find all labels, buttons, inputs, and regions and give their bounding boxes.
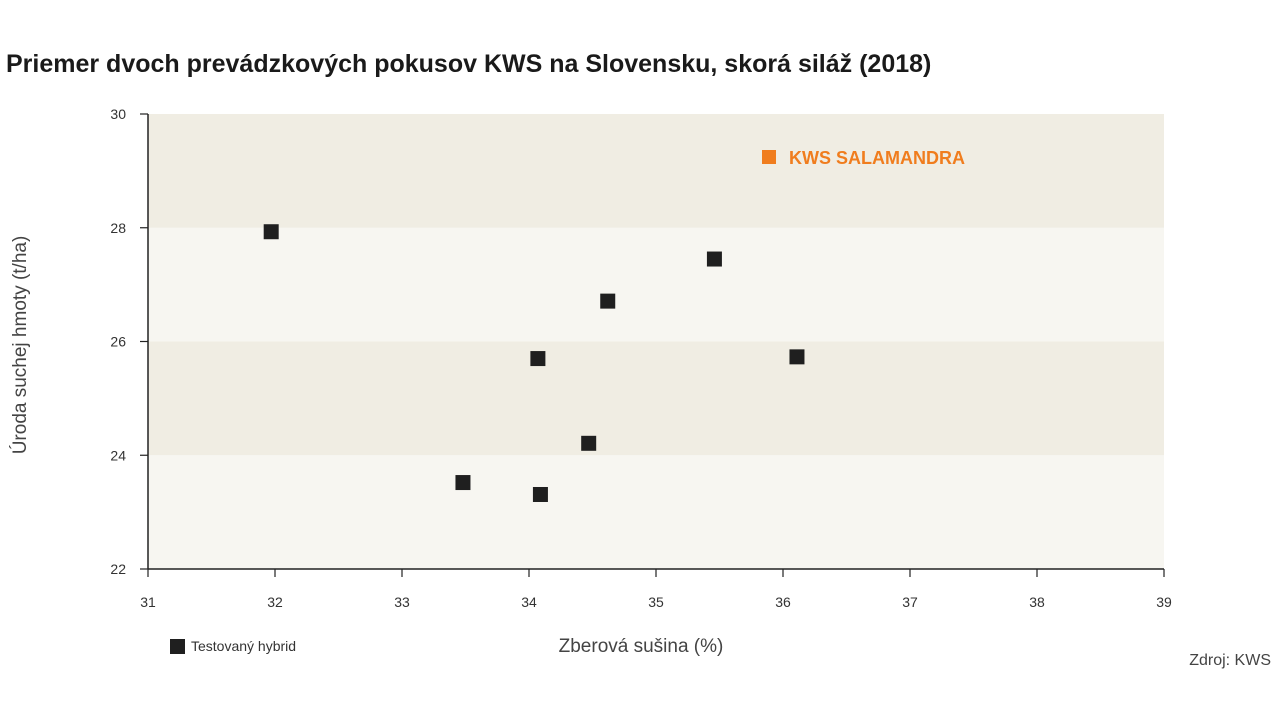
data-point — [706, 251, 722, 267]
data-point — [263, 224, 279, 240]
background-band — [148, 114, 1164, 228]
highlight-marker — [762, 150, 776, 164]
highlight-label: KWS SALAMANDRA — [789, 148, 965, 168]
data-point — [600, 293, 616, 309]
legend-swatch — [170, 638, 185, 654]
y-axis-label: Úroda suchej hmoty (t/ha) — [9, 236, 31, 455]
x-tick-label: 35 — [648, 594, 664, 610]
x-tick-label: 38 — [1029, 594, 1045, 610]
legend: Testovaný hybrid — [170, 638, 296, 654]
data-point — [789, 349, 805, 365]
legend-label: Testovaný hybrid — [191, 638, 297, 654]
x-tick-label: 33 — [394, 594, 410, 610]
x-tick-label: 32 — [267, 594, 283, 610]
x-tick-label: 37 — [902, 594, 918, 610]
source-note: Zdroj: KWS — [1189, 652, 1271, 669]
background-band — [148, 455, 1164, 569]
x-tick-label: 39 — [1156, 594, 1172, 610]
data-point — [532, 486, 548, 502]
y-tick-label: 28 — [110, 220, 126, 236]
background-band — [148, 341, 1164, 456]
x-tick-label: 31 — [140, 594, 156, 610]
background-band — [148, 227, 1164, 342]
data-point — [530, 351, 546, 367]
data-point — [581, 435, 597, 451]
chart-title: Priemer dvoch prevádzkových pokusov KWS … — [6, 50, 932, 78]
x-axis-label: Zberová sušina (%) — [559, 636, 724, 657]
y-tick-label: 24 — [110, 447, 126, 463]
y-tick-label: 22 — [110, 561, 126, 577]
y-tick-label: 30 — [110, 106, 126, 122]
data-point — [455, 475, 471, 491]
y-tick-label: 26 — [110, 334, 126, 350]
x-tick-label: 34 — [521, 594, 537, 610]
x-tick-label: 36 — [775, 594, 791, 610]
